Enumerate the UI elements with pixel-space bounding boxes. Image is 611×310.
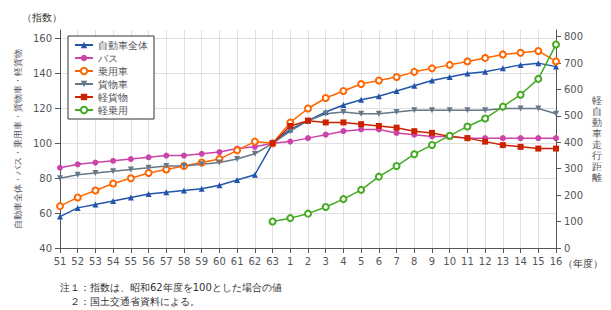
svg-text:乗用車: 乗用車 bbox=[98, 66, 128, 77]
svg-text:16: 16 bbox=[550, 256, 563, 267]
svg-text:63: 63 bbox=[266, 256, 279, 267]
svg-text:300: 300 bbox=[564, 163, 583, 174]
svg-text:500: 500 bbox=[564, 110, 583, 121]
svg-text:100: 100 bbox=[564, 216, 583, 227]
svg-text:140: 140 bbox=[33, 68, 52, 79]
svg-text:61: 61 bbox=[231, 256, 244, 267]
svg-text:（年度）: （年度） bbox=[563, 258, 603, 269]
svg-text:53: 53 bbox=[89, 256, 102, 267]
svg-text:11: 11 bbox=[461, 256, 474, 267]
svg-text:62: 62 bbox=[248, 256, 261, 267]
svg-text:200: 200 bbox=[564, 190, 583, 201]
svg-text:1: 1 bbox=[287, 256, 293, 267]
svg-text:13: 13 bbox=[496, 256, 509, 267]
svg-text:3: 3 bbox=[323, 256, 329, 267]
svg-text:（指数）: （指数） bbox=[22, 12, 62, 23]
svg-text:60: 60 bbox=[213, 256, 226, 267]
svg-text:軽貨物: 軽貨物 bbox=[98, 92, 128, 103]
svg-text:100: 100 bbox=[33, 138, 52, 149]
svg-text:走: 走 bbox=[592, 139, 602, 150]
svg-text:バス: バス bbox=[97, 53, 118, 64]
svg-text:15: 15 bbox=[532, 256, 545, 267]
svg-text:120: 120 bbox=[33, 103, 52, 114]
svg-text:56: 56 bbox=[142, 256, 155, 267]
svg-text:注１：指数は、昭和62年度を100とした場合の値: 注１：指数は、昭和62年度を100とした場合の値 bbox=[60, 282, 282, 293]
svg-text:動: 動 bbox=[592, 117, 602, 128]
svg-text:57: 57 bbox=[160, 256, 173, 267]
svg-text:800: 800 bbox=[564, 31, 583, 42]
svg-text:6: 6 bbox=[376, 256, 382, 267]
svg-text:160: 160 bbox=[33, 33, 52, 44]
svg-text:自動車全体: 自動車全体 bbox=[98, 40, 148, 51]
svg-text:車: 車 bbox=[592, 128, 602, 139]
svg-text:80: 80 bbox=[39, 173, 52, 184]
svg-text:自: 自 bbox=[592, 106, 602, 117]
svg-text:貨物車: 貨物車 bbox=[98, 79, 128, 90]
svg-text:行: 行 bbox=[592, 150, 602, 161]
svg-text:55: 55 bbox=[124, 256, 137, 267]
svg-text:軽乗用: 軽乗用 bbox=[98, 105, 128, 116]
svg-text:52: 52 bbox=[71, 256, 84, 267]
svg-text:51: 51 bbox=[54, 256, 67, 267]
svg-text:軽: 軽 bbox=[592, 95, 602, 106]
svg-text:9: 9 bbox=[429, 256, 435, 267]
svg-text:２：国土交通省資料による。: ２：国土交通省資料による。 bbox=[60, 296, 200, 307]
svg-text:距: 距 bbox=[592, 161, 602, 172]
svg-text:10: 10 bbox=[443, 256, 456, 267]
svg-text:58: 58 bbox=[178, 256, 191, 267]
svg-text:7: 7 bbox=[393, 256, 399, 267]
svg-text:8: 8 bbox=[411, 256, 417, 267]
svg-text:40: 40 bbox=[39, 243, 52, 254]
svg-text:14: 14 bbox=[514, 256, 527, 267]
svg-text:400: 400 bbox=[564, 137, 583, 148]
svg-text:600: 600 bbox=[564, 84, 583, 95]
svg-text:0: 0 bbox=[564, 243, 570, 254]
svg-text:12: 12 bbox=[479, 256, 492, 267]
svg-text:54: 54 bbox=[107, 256, 120, 267]
svg-text:離: 離 bbox=[592, 172, 602, 183]
svg-text:2: 2 bbox=[305, 256, 311, 267]
svg-text:60: 60 bbox=[39, 208, 52, 219]
svg-text:700: 700 bbox=[564, 58, 583, 69]
svg-text:4: 4 bbox=[340, 256, 346, 267]
svg-text:自動車全体・バス・乗用車・貨物車・軽貨物: 自動車全体・バス・乗用車・貨物車・軽貨物 bbox=[13, 49, 23, 229]
svg-text:5: 5 bbox=[358, 256, 364, 267]
svg-text:59: 59 bbox=[195, 256, 208, 267]
